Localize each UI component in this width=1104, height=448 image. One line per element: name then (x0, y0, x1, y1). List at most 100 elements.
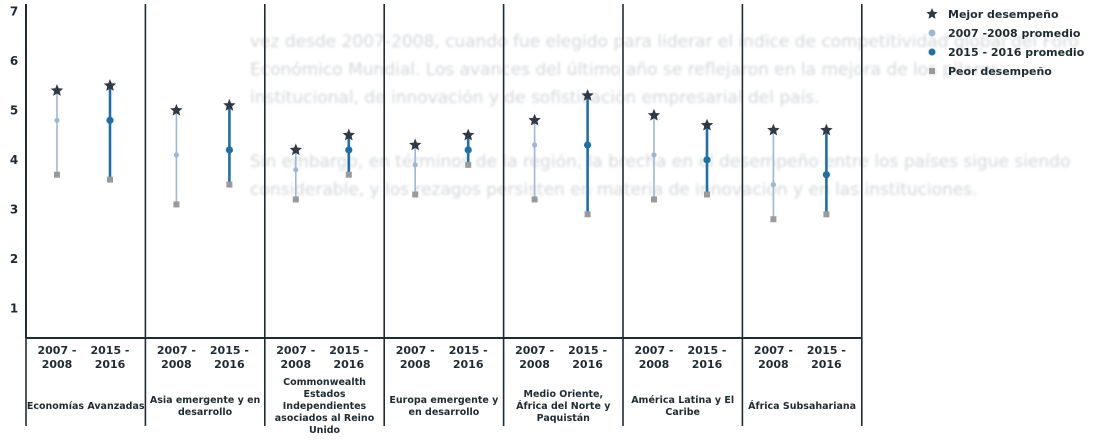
period-label-start: 2007 - (157, 344, 196, 357)
region-name-line: Unido (309, 425, 341, 436)
legend-best-icon (926, 8, 938, 19)
average-marker (293, 167, 299, 173)
region-name-line: en desarrollo (409, 407, 480, 418)
best-performance-marker (528, 113, 541, 126)
average-marker (651, 152, 657, 158)
best-performance-marker (767, 123, 780, 136)
average-marker (703, 156, 711, 164)
region-name-line: Estados (303, 389, 345, 400)
worst-performance-marker (823, 211, 830, 218)
best-performance-marker (462, 128, 475, 141)
region-name-line: Economías Avanzadas (27, 401, 145, 412)
period-label-start: 2015 - (90, 344, 129, 357)
worst-performance-marker (651, 196, 657, 203)
period-label-start: 2015 - (687, 344, 726, 357)
y-tick-label: 1 (10, 301, 18, 315)
region-name-line: Asia emergente y en (150, 395, 261, 406)
background-paragraph: Sin embargo, en términos de la región, l… (250, 152, 1071, 200)
region-name-line: Medio Oriente, (523, 389, 603, 400)
period-label-end: 2008 (758, 358, 789, 371)
y-tick-label: 3 (10, 202, 18, 216)
best-performance-marker (647, 108, 661, 121)
period-label-start: 2007 - (754, 344, 793, 357)
legend-label-worst: Peor desempeño (948, 65, 1052, 78)
region-name-line: Commonwealth (283, 377, 366, 388)
worst-performance-marker (173, 201, 180, 208)
best-performance-marker (50, 84, 64, 96)
legend-label-best: Mejor desempeño (948, 8, 1059, 21)
region-name-line: América Latina y El (631, 395, 734, 406)
legend-avg2015-icon (928, 48, 936, 56)
y-tick-label: 5 (10, 103, 18, 117)
period-label-start: 2007 - (396, 344, 435, 357)
best-performance-marker (700, 118, 714, 131)
period-label-start: 2007 - (276, 344, 315, 357)
period-label-start: 2015 - (568, 344, 607, 357)
best-performance-marker (409, 138, 422, 151)
region-name-line: Independientes (283, 401, 367, 412)
period-label-end: 2016 (453, 358, 484, 371)
period-label-start: 2015 - (329, 344, 368, 357)
period-label-start: 2007 - (37, 344, 76, 357)
average-marker (345, 146, 353, 154)
period-label-end: 2016 (572, 358, 603, 371)
period-label-end: 2016 (692, 358, 723, 371)
period-label-end: 2008 (42, 358, 73, 371)
worst-performance-marker (584, 211, 591, 218)
period-label-end: 2008 (519, 358, 550, 371)
average-marker (822, 171, 831, 179)
region-name-line: África del Norte y (516, 400, 611, 412)
legend-label-avg2015: 2015 - 2016 promedio (948, 46, 1085, 59)
legend-avg2007-icon (928, 29, 936, 37)
period-label-end: 2016 (214, 358, 245, 371)
worst-performance-marker (226, 181, 233, 188)
worst-performance-marker (704, 191, 710, 198)
average-marker (584, 141, 592, 149)
region-name-line: África Subsahariana (748, 400, 856, 412)
period-label-end: 2016 (811, 358, 842, 371)
region-name-line: Paquistán (537, 413, 591, 424)
best-performance-marker (103, 79, 117, 91)
period-label-start: 2015 - (449, 344, 488, 357)
average-marker (54, 117, 60, 123)
period-label-start: 2015 - (807, 344, 846, 357)
y-tick-label: 7 (10, 4, 18, 18)
region-name-line: Europa emergente y (389, 395, 499, 406)
period-label-end: 2008 (161, 358, 192, 371)
average-marker (770, 182, 777, 188)
worst-performance-marker (292, 196, 299, 203)
period-label-start: 2007 - (515, 344, 554, 357)
period-label-start: 2007 - (634, 344, 673, 357)
average-marker (173, 152, 179, 158)
worst-performance-marker (412, 191, 419, 198)
best-performance-marker (170, 103, 183, 116)
worst-performance-marker (770, 216, 777, 223)
average-marker (532, 142, 538, 148)
period-label-end: 2008 (400, 358, 431, 371)
legend-worst-icon (929, 68, 935, 74)
best-performance-marker (581, 89, 594, 101)
worst-performance-marker (465, 161, 472, 168)
average-marker (412, 162, 418, 168)
average-marker (225, 146, 233, 154)
best-performance-marker (223, 98, 236, 111)
worst-performance-marker (345, 171, 352, 178)
worst-performance-marker (54, 171, 60, 178)
region-name-line: Caribe (665, 407, 700, 418)
worst-performance-marker (531, 196, 538, 203)
region-name-line: asociados al Reino (275, 413, 375, 424)
legend-label-avg2007: 2007 -2008 promedio (948, 27, 1081, 40)
average-marker (106, 116, 114, 124)
best-performance-marker (289, 143, 302, 156)
period-label-end: 2008 (639, 358, 670, 371)
y-tick-label: 4 (10, 153, 18, 167)
region-name-line: desarrollo (178, 407, 233, 418)
y-tick-label: 2 (10, 252, 18, 266)
best-performance-marker (342, 128, 355, 141)
period-label-end: 2016 (95, 358, 126, 371)
worst-performance-marker (107, 176, 113, 183)
period-label-end: 2016 (333, 358, 364, 371)
y-tick-label: 6 (10, 54, 18, 68)
average-marker (464, 146, 472, 154)
